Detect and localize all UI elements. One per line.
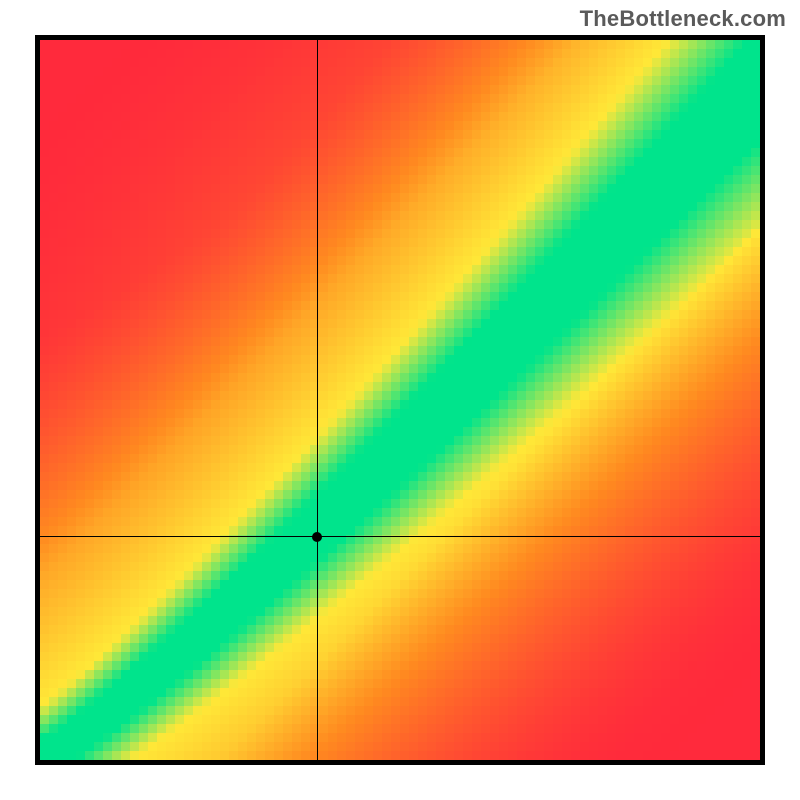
crosshair-horizontal bbox=[40, 536, 760, 537]
watermark-text: TheBottleneck.com bbox=[580, 6, 786, 32]
frame-left bbox=[35, 35, 40, 765]
crosshair-marker bbox=[312, 532, 322, 542]
frame-bottom bbox=[35, 760, 765, 765]
frame-top bbox=[35, 35, 765, 40]
heatmap-plot bbox=[40, 40, 760, 760]
frame-right bbox=[760, 35, 765, 765]
chart-container: TheBottleneck.com bbox=[0, 0, 800, 800]
heatmap-canvas bbox=[40, 40, 760, 760]
crosshair-vertical bbox=[317, 40, 318, 760]
